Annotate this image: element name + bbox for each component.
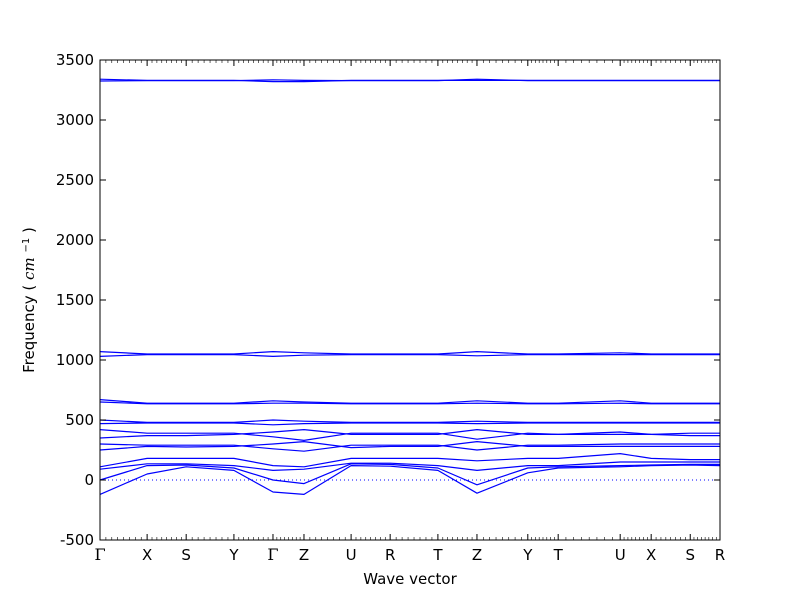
x-tick-label-5: Γ <box>267 545 278 564</box>
band-line-10 <box>99 422 720 426</box>
x-tick-label-9: T <box>432 546 443 564</box>
band-line-3 <box>99 461 720 471</box>
y-axis-title: Frequency ( cm −1 ) <box>20 227 38 373</box>
y-tick-label: 1000 <box>56 351 94 369</box>
y-axis-unit-base: cm <box>20 257 38 280</box>
y-tick-label: 3500 <box>56 51 94 69</box>
band-line-16 <box>99 78 720 82</box>
band-line-2 <box>99 463 720 486</box>
y-tick-label: 500 <box>65 411 94 429</box>
band-line-14 <box>99 354 720 357</box>
band-line-12 <box>99 401 720 405</box>
y-axis-unit-open: ( <box>20 285 38 291</box>
y-tick-label: 1500 <box>56 291 94 309</box>
x-tick-label-1: Γ <box>94 545 105 564</box>
y-tick-label: 2000 <box>56 231 94 249</box>
plot-background <box>100 60 720 540</box>
x-tick-label-3: S <box>181 546 191 564</box>
band-series-layer <box>99 78 721 495</box>
y-axis-title-text: Frequency <box>20 295 38 373</box>
x-tick-label-12: T <box>553 546 564 564</box>
x-tick-label-16: R <box>715 546 725 564</box>
band-line-7 <box>99 429 720 439</box>
y-tick-label: 0 <box>84 471 94 489</box>
x-tick-label-6: Z <box>299 546 309 564</box>
x-tick-label-7: U <box>346 546 357 564</box>
band-line-1 <box>99 464 721 495</box>
x-tick-label-14: X <box>646 546 656 564</box>
y-axis-unit-close: ) <box>20 227 38 233</box>
x-tick-label-2: X <box>142 546 152 564</box>
band-line-6 <box>99 443 720 452</box>
x-tick-label-8: R <box>385 546 395 564</box>
y-tick-label: -500 <box>60 531 94 549</box>
y-tick-label: 2500 <box>56 171 94 189</box>
y-tick-label: 3000 <box>56 111 94 129</box>
band-line-4 <box>99 453 720 468</box>
band-line-5 <box>99 441 720 451</box>
plot-frame <box>99 59 721 541</box>
x-tick-label-13: U <box>615 546 626 564</box>
x-tick-label-10: Z <box>472 546 482 564</box>
x-tick-label-11: Y <box>522 546 533 564</box>
x-axis-title: Wave vector <box>363 570 457 588</box>
band-line-8 <box>99 429 720 441</box>
x-tick-label-4: Y <box>228 546 239 564</box>
x-tick-label-15: S <box>685 546 695 564</box>
y-ticks: -500 0 500 1000 1500 2000 2500 3000 3500 <box>56 51 720 549</box>
y-axis-unit-exponent: −1 <box>21 238 32 253</box>
